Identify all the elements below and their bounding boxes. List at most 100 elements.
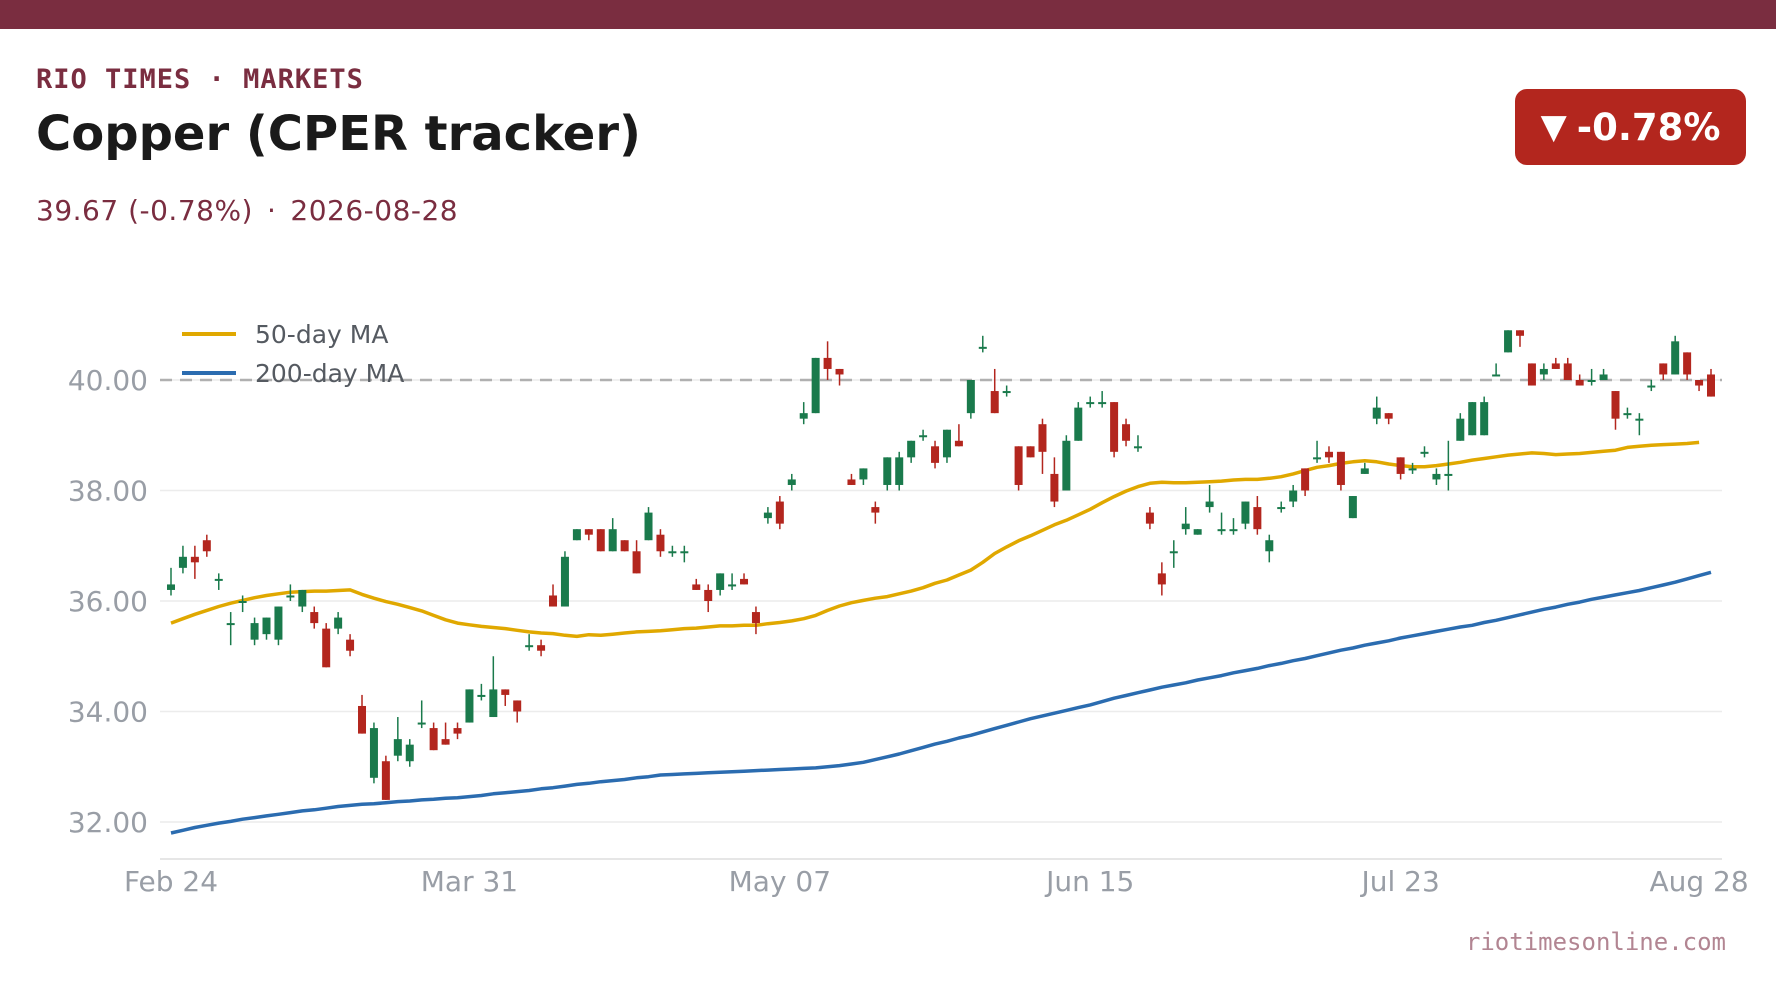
candle-body <box>1050 473 1059 502</box>
candle-body <box>489 689 498 718</box>
axes: Feb 24 Mar 31 May 07 Jun 15 Jul 23 Aug 28 <box>124 858 1749 898</box>
source-credit: riotimesonline.com <box>1465 928 1726 956</box>
candle <box>322 623 331 668</box>
candle <box>883 457 892 491</box>
candle <box>465 689 474 723</box>
candle <box>680 545 689 563</box>
candle-body <box>190 556 199 563</box>
candle <box>847 473 856 485</box>
candle <box>1432 468 1441 485</box>
candle <box>1169 540 1178 568</box>
candle-body <box>453 728 462 734</box>
candle <box>310 606 319 629</box>
candle-body <box>931 446 940 463</box>
candle <box>1217 512 1226 535</box>
candle-body <box>966 380 975 414</box>
candle <box>1086 396 1095 408</box>
candle-body <box>1122 424 1131 441</box>
page-title: Copper (CPER tracker) <box>36 106 641 162</box>
price-change: (-0.78%) <box>128 194 253 227</box>
candle-body <box>1181 523 1190 530</box>
candle-body <box>823 357 832 369</box>
candle <box>1122 418 1131 447</box>
candle-body <box>644 512 653 541</box>
candle <box>286 584 295 601</box>
candle-body <box>692 584 701 590</box>
candle <box>1527 363 1536 386</box>
x-tick-label: Aug 28 <box>1649 865 1748 898</box>
candle <box>620 540 629 552</box>
x-tick-label: Jun 15 <box>1044 865 1134 898</box>
candle <box>1468 402 1477 436</box>
candle-body <box>1599 374 1608 380</box>
candle <box>1492 363 1501 377</box>
candle <box>919 429 928 441</box>
candle <box>501 689 510 706</box>
candle-body <box>1575 380 1584 386</box>
top-accent-bar <box>0 0 1776 29</box>
candle-body <box>1169 551 1178 554</box>
candle-body <box>811 357 820 414</box>
candle-body <box>226 623 235 626</box>
candle <box>966 380 975 419</box>
candle <box>441 722 450 745</box>
candle <box>1551 357 1560 369</box>
candle <box>990 368 999 414</box>
candle-body <box>1289 490 1298 502</box>
candle-body <box>286 595 295 598</box>
candle <box>1587 368 1596 386</box>
candle-body <box>1707 374 1715 397</box>
candle-body <box>1623 413 1632 416</box>
candle <box>823 341 832 380</box>
candle-body <box>1360 468 1369 474</box>
candle-body <box>1265 540 1274 552</box>
candle-body <box>1396 457 1405 474</box>
candle-body <box>1348 496 1357 519</box>
candle-body <box>572 529 581 541</box>
candle-body <box>1635 418 1644 421</box>
candle <box>608 518 617 552</box>
candle-body <box>429 728 438 751</box>
candle <box>1707 368 1715 397</box>
candle <box>393 717 402 762</box>
y-tick-label: 34.00 <box>68 696 148 729</box>
candle <box>1277 501 1286 513</box>
y-tick-label: 32.00 <box>68 806 148 839</box>
candle <box>1181 507 1190 535</box>
candle <box>1683 352 1692 380</box>
y-tick-label: 36.00 <box>68 585 148 618</box>
candle-body <box>799 413 808 419</box>
candle-body <box>919 435 928 438</box>
candle <box>978 335 987 353</box>
candle <box>1014 446 1023 491</box>
last-price: 39.67 <box>36 194 119 227</box>
candle-body <box>1492 374 1501 377</box>
candle-body <box>1527 363 1536 386</box>
candle <box>1408 462 1417 474</box>
grid-lines: 32.00 34.00 36.00 38.00 40.00 <box>68 364 1722 839</box>
candle-body <box>1241 501 1250 524</box>
candle-body <box>310 612 319 624</box>
candle-body <box>358 705 367 734</box>
legend-label-ma50: 50-day MA <box>255 320 388 349</box>
candle <box>1289 484 1298 508</box>
candle-body <box>859 468 868 480</box>
change-badge-value: -0.78% <box>1576 105 1721 149</box>
price-summary: 39.67 (-0.78%) · 2026-08-28 <box>36 194 458 227</box>
candle <box>369 722 378 784</box>
candle <box>405 739 414 767</box>
candle <box>1098 391 1107 408</box>
change-badge: ▼ -0.78% <box>1515 89 1746 165</box>
candle-body <box>393 739 402 756</box>
candle-body <box>1671 341 1680 375</box>
legend-label-ma200: 200-day MA <box>255 359 404 388</box>
candle-body <box>250 623 259 640</box>
candle <box>799 402 808 425</box>
candle-body <box>740 578 749 585</box>
candle <box>381 755 390 800</box>
candle-body <box>1336 451 1345 485</box>
candle <box>740 573 749 585</box>
legend: 50-day MA 200-day MA <box>182 320 404 388</box>
candle-body <box>883 457 892 485</box>
candle-body <box>262 617 271 635</box>
